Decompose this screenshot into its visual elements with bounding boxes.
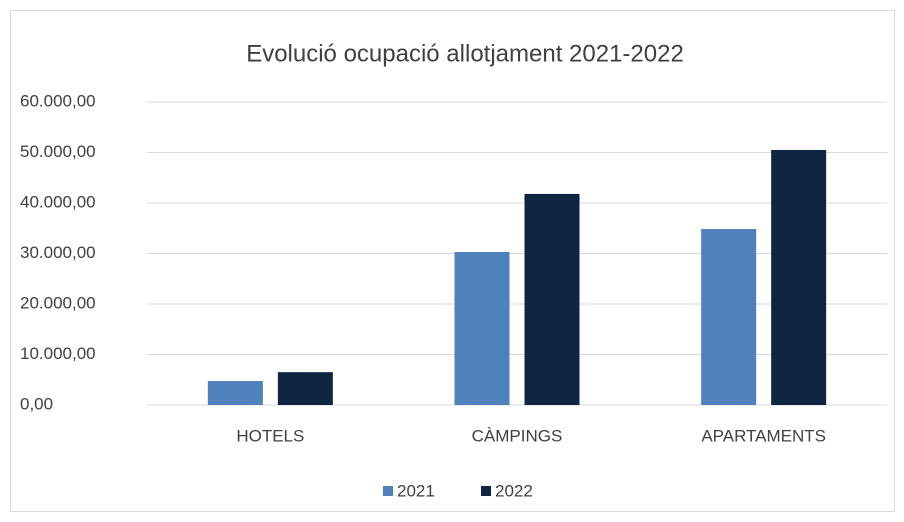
- bar: [207, 381, 263, 405]
- y-tick-label: 10.000,00: [20, 344, 96, 363]
- x-tick-label: HOTELS: [236, 426, 304, 445]
- legend-swatch: [383, 486, 393, 496]
- bar: [771, 149, 827, 405]
- y-tick-label: 30.000,00: [20, 243, 96, 262]
- y-tick-label: 50.000,00: [20, 142, 96, 161]
- y-tick-label: 20.000,00: [20, 293, 96, 312]
- x-tick-label: APARTAMENTS: [701, 426, 826, 445]
- y-tick-label: 0,00: [20, 394, 53, 413]
- bar: [524, 193, 580, 405]
- y-tick-label: 40.000,00: [20, 192, 96, 211]
- y-tick-label: 60.000,00: [20, 91, 96, 110]
- bar: [277, 372, 333, 405]
- legend-label: 2022: [495, 481, 533, 500]
- legend-label: 2021: [397, 481, 435, 500]
- legend-swatch: [481, 486, 491, 496]
- x-tick-label: CÀMPINGS: [472, 426, 563, 445]
- bar: [454, 251, 510, 405]
- bar: [701, 229, 757, 405]
- chart-title: Evolució ocupació allotjament 2021-2022: [246, 40, 684, 67]
